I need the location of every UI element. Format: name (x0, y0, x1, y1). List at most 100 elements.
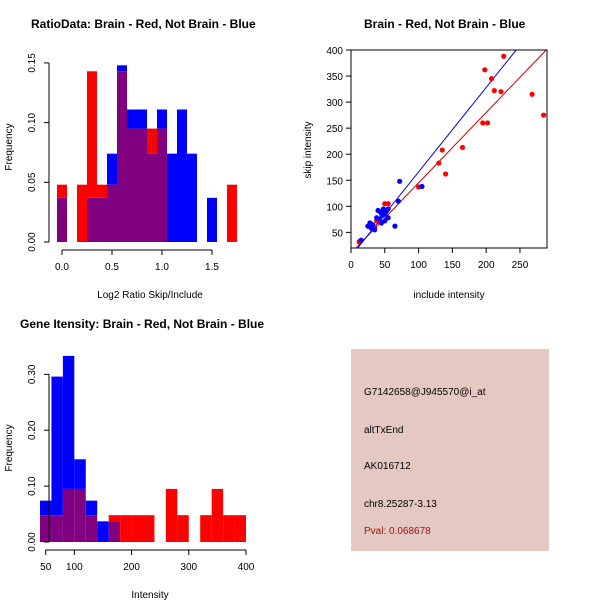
intensity-scatter-y-tick-label: 300 (326, 98, 343, 109)
gene-hist-x-tick-label: 400 (238, 562, 255, 573)
gene-hist-x-tick-label: 300 (180, 562, 197, 573)
probe-id-text: G7142658@J945570@i_at (364, 387, 486, 398)
intensity-scatter-point-notbrain (382, 218, 388, 224)
ratio-hist-overlap-bar (127, 128, 137, 242)
gene-intensity-histogram-panel: Gene Itensity: Brain - Red, Not Brain - … (4, 317, 264, 600)
gene-hist-brain-bar (234, 515, 246, 542)
ratio-hist-notbrain-bar (187, 153, 197, 242)
intensity-scatter-y-tick-label: 100 (326, 202, 343, 213)
intensity-scatter-title: Brain - Red, Not Brain - Blue (364, 17, 526, 31)
intensity-scatter-y-tick-label: 400 (326, 46, 343, 57)
gene-hist-brain-bar (131, 515, 143, 542)
ratio-hist-x-tick-label: 1.0 (155, 262, 169, 273)
intensity-scatter-x-tick-label: 100 (410, 260, 427, 271)
location-text: chr8.25287-3.13 (364, 499, 437, 510)
intensity-scatter-point-brain (501, 53, 507, 59)
ratio-histogram-panel: RatioData: Brain - Red, Not Brain - Blue… (4, 17, 256, 301)
gene-hist-brain-bar (108, 515, 121, 522)
intensity-scatter-point-brain (480, 120, 486, 126)
ratio-hist-overlap-bar (137, 128, 147, 242)
gene-hist-y-tick-label: 0.20 (27, 420, 38, 440)
ratio-hist-notbrain-bar (167, 153, 177, 242)
ratio-hist-overlap-bar (147, 153, 157, 242)
gene-intensity-histogram-ylabel: Frequency (4, 424, 15, 471)
ratio-hist-x-tick-label: 1.5 (205, 262, 219, 273)
gene-hist-brain-bar (177, 515, 189, 542)
ratio-hist-notbrain-bar (107, 153, 117, 185)
intensity-scatter-point-brain (484, 120, 491, 126)
intensity-scatter-point-brain (443, 171, 449, 177)
intensity-scatter-frame (350, 49, 548, 249)
ratio-hist-overlap-bar (87, 197, 97, 242)
gene-hist-overlap-bar (85, 515, 98, 542)
intensity-scatter-point-brain (439, 147, 445, 153)
ratio-hist-brain-bar (97, 184, 107, 198)
ratio-hist-x-tick-label: 0.5 (105, 262, 119, 273)
accession-text: AK016712 (364, 461, 411, 472)
gene-hist-notbrain-bar (85, 500, 98, 516)
event-type-text: altTxEnd (364, 425, 404, 436)
intensity-scatter-y-tick-label: 350 (326, 72, 343, 83)
intensity-scatter-point-brain (482, 67, 488, 73)
gene-hist-notbrain-bar (62, 355, 75, 489)
pval-text: Pval: 0.068678 (364, 526, 431, 537)
intensity-scatter-point-notbrain (385, 215, 391, 221)
intensity-scatter-x-tick-label: 50 (379, 260, 391, 271)
ratio-hist-notbrain-bar (177, 109, 187, 243)
intensity-scatter-point-notbrain (372, 227, 378, 233)
gene-hist-x-tick-label: 100 (66, 562, 83, 573)
ratio-hist-notbrain-bar (137, 109, 147, 129)
ratio-hist-overlap-bar (157, 128, 167, 242)
gene-intensity-histogram-title: Gene Itensity: Brain - Red, Not Brain - … (20, 317, 264, 331)
gene-hist-notbrain-bar (74, 459, 86, 489)
ratio-hist-y-tick-label: 0.15 (27, 53, 38, 73)
ratio-hist-notbrain-bar (127, 109, 137, 129)
gene-hist-notbrain-bar (97, 521, 109, 542)
gene-hist-y-tick-label: 0.10 (27, 476, 38, 496)
ratio-hist-overlap-bar (97, 197, 107, 242)
intensity-scatter-point-notbrain (419, 183, 425, 190)
intensity-scatter-panel: Brain - Red, Not Brain - Blue include in… (303, 17, 548, 301)
intensity-scatter-y-tick-label: 250 (326, 124, 343, 135)
gene-hist-x-tick-label: 50 (40, 562, 52, 573)
intensity-scatter-point-brain (498, 89, 504, 95)
ratio-histogram-xlabel: Log2 Ratio Skip/Include (97, 290, 203, 301)
gene-hist-y-tick-label: 0.30 (27, 364, 38, 384)
intensity-scatter-y-tick-label: 200 (326, 150, 343, 161)
ratio-hist-y-tick-label: 0.00 (27, 232, 38, 252)
ratio-hist-brain-bar (147, 128, 157, 154)
gene-hist-brain-bar (211, 488, 224, 542)
intensity-scatter-point-brain (385, 201, 391, 207)
intensity-scatter-point-notbrain (395, 198, 401, 204)
intensity-scatter-point-brain (541, 112, 547, 118)
intensity-scatter-point-notbrain (370, 221, 376, 228)
intensity-scatter-point-brain (459, 144, 466, 151)
intensity-scatter-point-notbrain (385, 206, 391, 212)
intensity-scatter-y-tick-label: 50 (332, 228, 344, 239)
ratio-hist-overlap-bar (117, 71, 127, 242)
intensity-scatter-y-tick-label: 150 (326, 176, 343, 187)
intensity-scatter-x-tick-label: 200 (478, 260, 495, 271)
intensity-scatter-ylabel: skip intensity (303, 121, 314, 178)
probe-info-box: G7142658@J945570@i_at altTxEnd AK016712 … (351, 349, 549, 551)
intensity-scatter-x-tick-label: 150 (444, 260, 461, 271)
intensity-scatter-point-brain (491, 88, 497, 94)
intensity-scatter-x-tick-label: 0 (348, 260, 354, 271)
ratio-histogram-title: RatioData: Brain - Red, Not Brain - Blue (31, 17, 256, 31)
intensity-scatter-xlabel: include intensity (413, 290, 484, 301)
gene-hist-brain-bar (223, 515, 235, 542)
gene-hist-brain-bar (143, 515, 155, 542)
ratio-hist-brain-bar (87, 71, 97, 198)
gene-hist-y-tick-label: 0.00 (27, 532, 38, 552)
intensity-scatter-point-notbrain (397, 178, 403, 184)
gene-hist-overlap-bar (40, 515, 52, 542)
ratio-hist-brain-bar (77, 184, 87, 242)
gene-hist-x-tick-label: 200 (123, 562, 140, 573)
gene-intensity-histogram-xlabel: Intensity (131, 590, 168, 600)
ratio-hist-overlap-bar (57, 197, 67, 242)
intensity-scatter-point-brain (529, 91, 535, 97)
gene-hist-brain-bar (120, 515, 132, 542)
gene-hist-brain-bar (165, 488, 178, 542)
gene-hist-overlap-bar (108, 521, 121, 542)
